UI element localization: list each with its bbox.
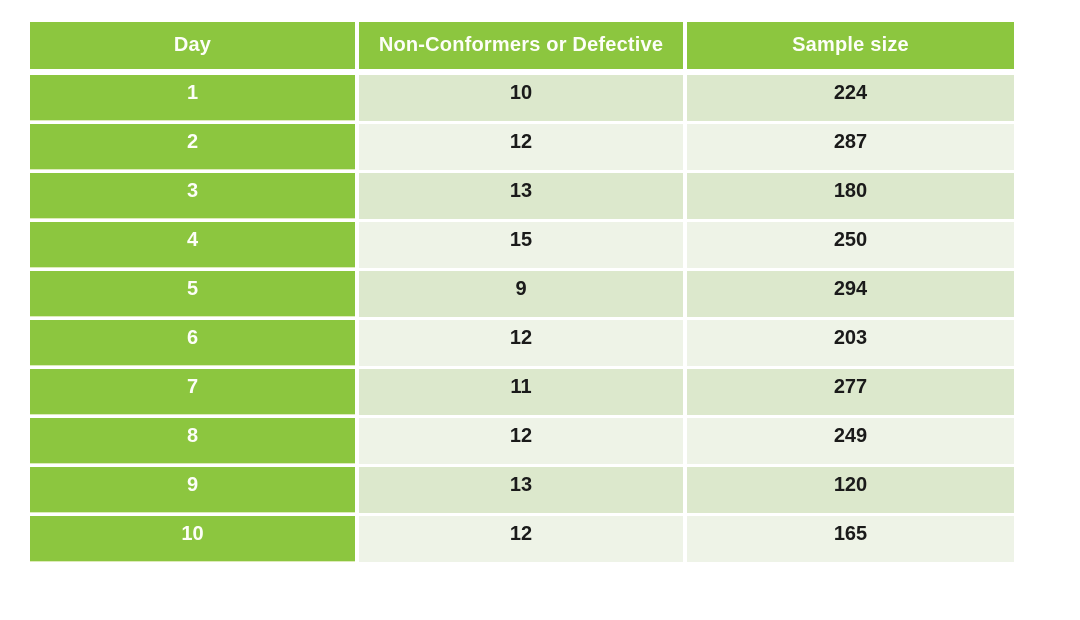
defective-cell: 12 [359,320,683,366]
defective-cell: 12 [359,418,683,464]
defective-cell: 13 [359,173,683,219]
defective-cell: 11 [359,369,683,415]
table-row: 6 12 203 [30,320,1014,366]
sample-size-cell: 250 [687,222,1014,268]
day-cell: 5 [30,271,355,317]
table-row: 3 13 180 [30,173,1014,219]
defective-cell: 10 [359,75,683,121]
sample-size-cell: 249 [687,418,1014,464]
defectives-table: Day Non-Conformers or Defective Sample s… [30,22,1014,562]
table-row: 8 12 249 [30,418,1014,464]
defective-cell: 9 [359,271,683,317]
table-body: 1 10 224 2 12 287 3 13 180 4 15 250 5 9 294 6 12 203 7 11 27… [30,75,1014,562]
sample-size-cell: 120 [687,467,1014,513]
sample-size-cell: 287 [687,124,1014,170]
sample-size-cell: 180 [687,173,1014,219]
day-cell: 2 [30,124,355,170]
defective-cell: 12 [359,516,683,562]
table-row: 1 10 224 [30,75,1014,121]
table-row: 10 12 165 [30,516,1014,562]
column-header-defective: Non-Conformers or Defective [359,22,683,69]
sample-size-cell: 165 [687,516,1014,562]
table-row: 5 9 294 [30,271,1014,317]
table-row: 9 13 120 [30,467,1014,513]
column-header-sample-size: Sample size [687,22,1014,69]
sample-size-cell: 294 [687,271,1014,317]
sample-size-cell: 224 [687,75,1014,121]
day-cell: 9 [30,467,355,513]
day-cell: 8 [30,418,355,464]
defective-cell: 12 [359,124,683,170]
column-header-day: Day [30,22,355,69]
day-cell: 10 [30,516,355,562]
day-cell: 4 [30,222,355,268]
defective-cell: 15 [359,222,683,268]
day-cell: 7 [30,369,355,415]
table-row: 2 12 287 [30,124,1014,170]
defective-cell: 13 [359,467,683,513]
sample-size-cell: 277 [687,369,1014,415]
table-row: 4 15 250 [30,222,1014,268]
table-row: 7 11 277 [30,369,1014,415]
table-header-row: Day Non-Conformers or Defective Sample s… [30,22,1014,69]
day-cell: 6 [30,320,355,366]
sample-size-cell: 203 [687,320,1014,366]
day-cell: 3 [30,173,355,219]
day-cell: 1 [30,75,355,121]
